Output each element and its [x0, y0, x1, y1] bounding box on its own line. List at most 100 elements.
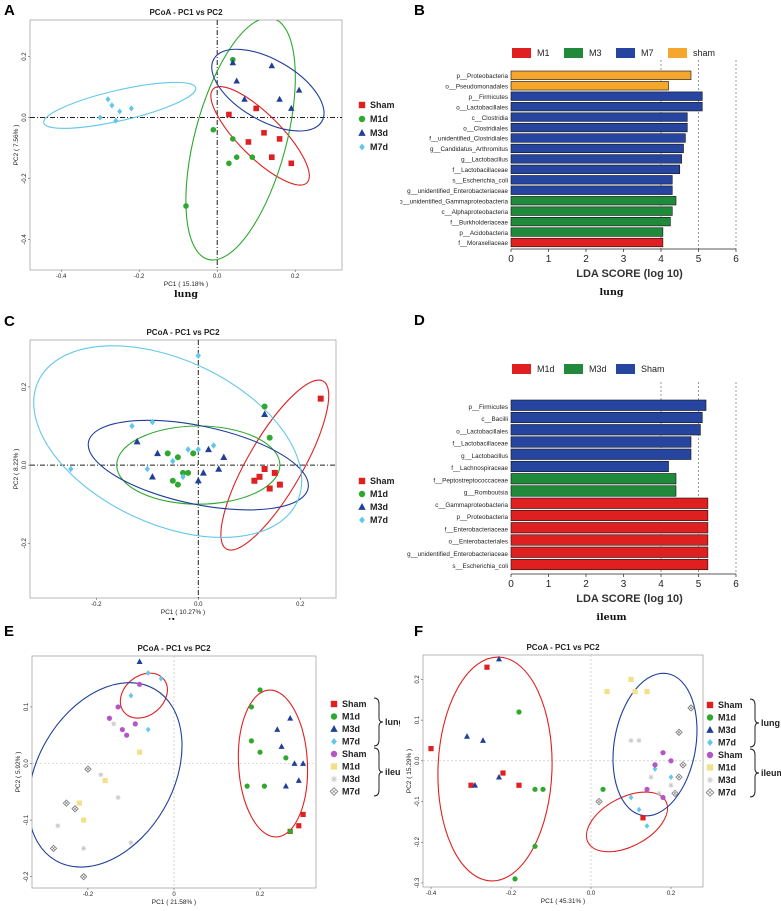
- circle-marker: [261, 783, 267, 789]
- taxon-label: c__Alphaproteobacteria: [441, 209, 508, 216]
- square-marker: [300, 811, 306, 818]
- triangle-marker: [229, 59, 237, 66]
- taxon-label: o__Lactobacillales: [456, 428, 508, 435]
- lda-bar-row: c__Alphaproteobacteria: [441, 206, 673, 216]
- legend-label: M3d: [370, 128, 388, 138]
- lda-bar: [510, 154, 682, 164]
- circle-marker: [174, 481, 181, 488]
- circle-marker: [136, 681, 143, 687]
- panel-c: C -0.2 0.0 0.2 -0.2 0.0 0.2 PCoA - PC1 vs PC2 PC…: [0, 310, 400, 620]
- x-tick-label: 4: [658, 254, 664, 265]
- pcoa-scatter-e: E -0.2 0 0.2 -0.2 -0.1 0.0 0.1 PCoA - PC1 vs PC2…: [4, 623, 400, 906]
- legend-label: M1d: [537, 364, 555, 374]
- lda-chart-d: D M1d M3d Sham p__Firmicutes c__Bacilli o__Lac…: [407, 312, 739, 620]
- confidence-ellipse: [119, 672, 168, 719]
- circle-marker: [115, 704, 121, 710]
- lda-bar-row: g__Romboutsia: [464, 485, 677, 497]
- circle-marker: [174, 454, 181, 461]
- diamond-cross: [86, 767, 90, 771]
- square-marker: [251, 477, 258, 484]
- circle-marker: [540, 786, 546, 792]
- x-axis-label: PC1 ( 21.58% ): [152, 899, 196, 906]
- panel-a: A -0.4 -0.2 0.0 0.2 -0.4 -0.2 0.0 0.2 PCoA - PC1 …: [0, 0, 400, 310]
- star-marker: [628, 737, 634, 744]
- lda-bar: [510, 497, 709, 509]
- circle-marker: [169, 477, 176, 484]
- y-tick-label: 0.0: [415, 756, 421, 765]
- triangle-marker: [136, 658, 143, 664]
- square-marker: [261, 466, 268, 472]
- series-m1d: [164, 403, 273, 488]
- lda-bar: [510, 143, 684, 154]
- diamond-marker: [652, 766, 658, 772]
- lda-bar: [510, 534, 709, 546]
- square-marker: [266, 485, 273, 492]
- diamond-marker: [145, 726, 151, 733]
- taxon-label: o__unidentified_Gammaproteobacteria: [400, 198, 508, 205]
- x-tick-label: -0.2: [83, 892, 94, 898]
- series-sham: [644, 750, 674, 801]
- series-m7d: [49, 765, 92, 881]
- square-marker: [288, 160, 295, 167]
- lda-bar-row: p__Acidobacteria: [459, 227, 664, 237]
- legend-swatch: [512, 364, 531, 374]
- square-marker: [317, 395, 324, 402]
- taxon-label: f__Burkholderiaceae: [450, 219, 508, 226]
- square-marker: [136, 749, 143, 755]
- plot-frame: [29, 339, 337, 599]
- circle-marker: [532, 843, 538, 849]
- confidence-ellipse: [585, 791, 669, 853]
- diamond-cross: [73, 806, 77, 811]
- taxon-label: f__Peptostreptococcaceae: [433, 477, 508, 484]
- diamond-marker: [195, 446, 201, 453]
- triangle-marker: [295, 777, 302, 783]
- series-sham: [428, 664, 646, 821]
- group-brace: [373, 747, 384, 797]
- legend-label: M1d: [342, 712, 360, 722]
- legend-label: Sham: [342, 699, 367, 709]
- diamond-outline: [71, 805, 79, 813]
- square-marker: [604, 689, 610, 695]
- taxon-label: p__Proteobacteria: [457, 73, 509, 80]
- square-marker: [644, 689, 650, 695]
- legend-item: M3d: [330, 774, 360, 784]
- triangle-marker: [261, 410, 269, 417]
- diamond-marker: [129, 422, 135, 430]
- legend-item: M1d: [330, 712, 360, 722]
- y-tick-label: 0.2: [415, 675, 421, 684]
- lda-bar-row: f__Burkholderiaceae: [450, 217, 671, 226]
- taxon-label: g__unidentified_Enterobacteriaceae: [407, 551, 508, 558]
- square-marker: [271, 469, 278, 476]
- legend-label: Sham: [718, 750, 743, 760]
- square-marker: [256, 473, 263, 480]
- panel-d: D M1d M3d Sham p__Firmicutes c__Bacilli o__Lac…: [400, 310, 781, 620]
- diamond-marker: [636, 806, 642, 813]
- chart-title: PCoA - PC1 vs PC2: [149, 8, 223, 17]
- legend-item: Sham: [706, 750, 743, 760]
- legend-label: M1d: [370, 489, 388, 499]
- square-marker: [500, 770, 506, 776]
- lda-bar: [510, 237, 664, 248]
- plot-area: [30, 340, 336, 598]
- diamond-marker: [68, 465, 74, 473]
- x-tick-label: -0.4: [56, 274, 67, 280]
- legend-swatch: [512, 48, 531, 58]
- lda-bar-row: o__Enterobacteriales: [448, 534, 709, 546]
- plot-area: [423, 655, 703, 887]
- triangle-marker: [278, 743, 285, 749]
- open-diamond-marker: [62, 799, 71, 807]
- diamond-marker: [210, 442, 217, 449]
- panel-e: E -0.2 0 0.2 -0.2 -0.1 0.0 0.1 PCoA - PC1 vs PC2…: [0, 620, 400, 911]
- triangle-marker: [268, 62, 276, 69]
- diamond-cross: [677, 775, 681, 779]
- circle-marker: [652, 762, 658, 768]
- legend-label: M7d: [718, 738, 736, 748]
- group-brace: [373, 697, 384, 747]
- y-tick-label: 0.2: [22, 52, 28, 61]
- legend-label: M3d: [718, 775, 736, 785]
- x-tick-label: 5: [696, 579, 702, 590]
- legend-label: M3: [589, 48, 602, 58]
- taxon-label: f__Moraxellaceae: [458, 240, 508, 247]
- y-tick-label: -0.2: [22, 173, 28, 184]
- x-tick-label: -0.2: [91, 602, 102, 608]
